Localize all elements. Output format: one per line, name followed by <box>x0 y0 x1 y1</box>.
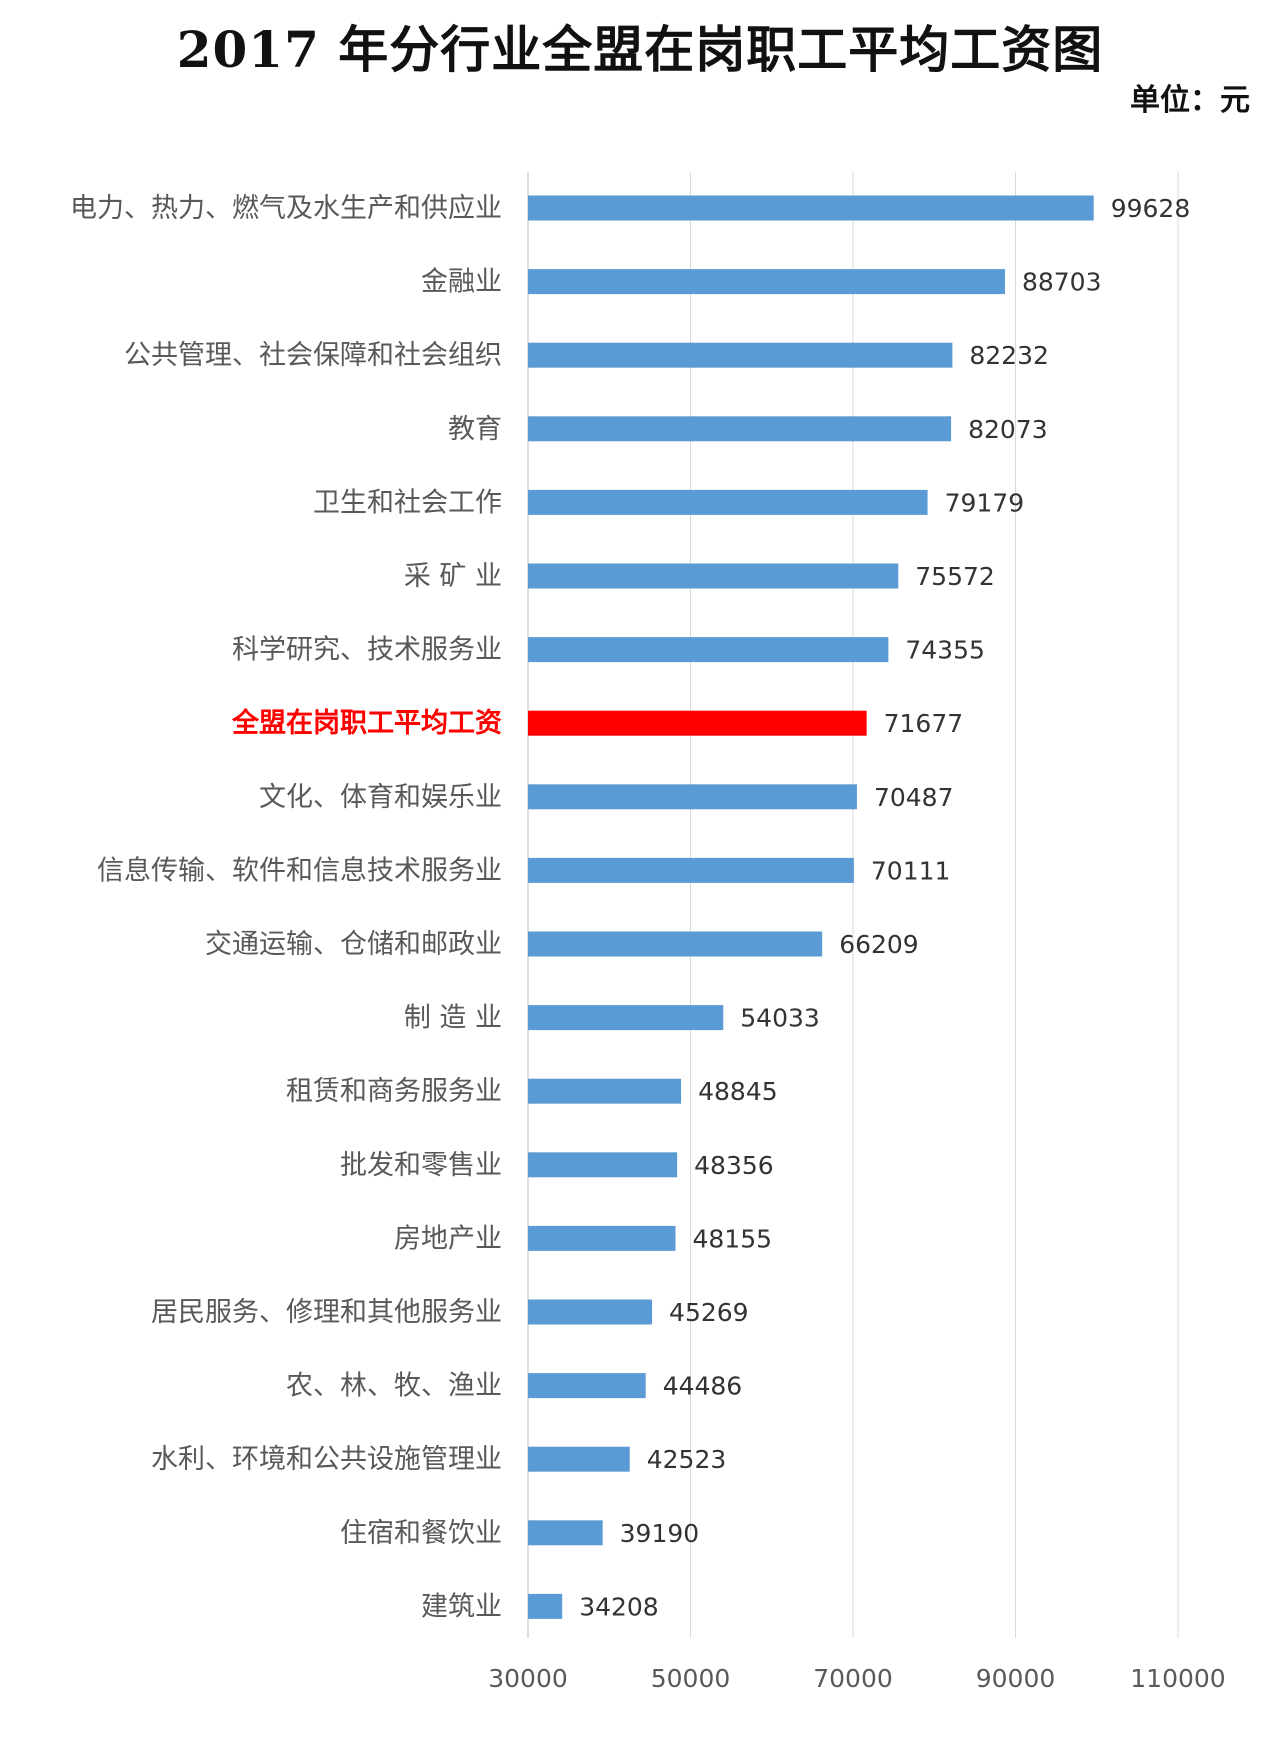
category-label: 采 矿 业 <box>404 561 502 592</box>
category-label: 教育 <box>448 414 502 445</box>
bar <box>528 269 1005 295</box>
value-label: 34208 <box>579 1592 659 1621</box>
bar <box>528 1152 678 1178</box>
bar <box>528 489 928 515</box>
category-label: 信息传输、软件和信息技术服务业 <box>97 855 502 886</box>
category-label: 农、林、牧、渔业 <box>286 1371 502 1402</box>
value-label: 75572 <box>915 562 995 591</box>
bar <box>528 637 889 663</box>
bar <box>528 1005 724 1031</box>
x-tick-label: 110000 <box>1130 1664 1225 1693</box>
category-label: 交通运输、仓储和邮政业 <box>205 929 502 960</box>
category-label: 住宿和餐饮业 <box>340 1518 502 1549</box>
value-label: 70111 <box>871 856 951 885</box>
value-label: 88703 <box>1022 268 1102 297</box>
category-label: 租赁和商务服务业 <box>286 1076 502 1107</box>
category-label: 水利、环境和公共设施管理业 <box>151 1444 502 1475</box>
category-label: 卫生和社会工作 <box>313 487 502 518</box>
x-tick-label: 50000 <box>651 1664 731 1693</box>
category-label: 制 造 业 <box>404 1003 502 1034</box>
category-label: 建筑业 <box>421 1591 502 1622</box>
bar <box>528 416 952 442</box>
bar <box>528 1225 676 1251</box>
bar <box>528 1446 630 1472</box>
x-tick-label: 90000 <box>976 1664 1056 1693</box>
category-label: 全盟在岗职工平均工资 <box>231 707 502 739</box>
bar <box>528 710 867 736</box>
bar <box>528 784 857 810</box>
category-label: 科学研究、技术服务业 <box>232 635 502 666</box>
bar <box>528 1373 646 1399</box>
bar <box>528 342 953 368</box>
category-label: 金融业 <box>421 267 502 298</box>
bar <box>528 1078 682 1104</box>
category-label: 房地产业 <box>394 1223 502 1254</box>
value-label: 42523 <box>647 1445 727 1474</box>
value-label: 99628 <box>1111 194 1191 223</box>
category-label: 文化、体育和娱乐业 <box>259 782 502 813</box>
bar <box>528 563 899 589</box>
category-label: 公共管理、社会保障和社会组织 <box>124 340 502 371</box>
unit-label: 单位：元 <box>1130 83 1250 118</box>
value-label: 54033 <box>740 1004 820 1033</box>
value-label: 48155 <box>693 1224 773 1253</box>
value-label: 79179 <box>945 488 1025 517</box>
value-label: 44486 <box>663 1372 743 1401</box>
bar <box>528 1299 653 1325</box>
chart-title: 2017 年分行业全盟在岗职工平均工资图 <box>176 20 1104 79</box>
value-label: 70487 <box>874 783 954 812</box>
value-label: 82232 <box>969 341 1049 370</box>
value-label: 39190 <box>620 1519 700 1548</box>
value-label: 48356 <box>694 1151 774 1180</box>
x-tick-label: 30000 <box>488 1664 568 1693</box>
value-label: 82073 <box>968 415 1048 444</box>
category-label: 电力、热力、燃气及水生产和供应业 <box>70 193 502 224</box>
value-label: 74355 <box>905 636 985 665</box>
value-label: 45269 <box>669 1298 749 1327</box>
value-label: 66209 <box>839 930 919 959</box>
category-label: 批发和零售业 <box>340 1150 502 1181</box>
bar <box>528 931 823 957</box>
bar <box>528 1520 603 1546</box>
value-label: 48845 <box>698 1077 778 1106</box>
category-label: 居民服务、修理和其他服务业 <box>151 1297 502 1328</box>
bar <box>528 857 854 883</box>
bar <box>528 195 1094 221</box>
value-label: 71677 <box>884 709 964 738</box>
x-tick-label: 70000 <box>813 1664 893 1693</box>
bar <box>528 1593 563 1619</box>
